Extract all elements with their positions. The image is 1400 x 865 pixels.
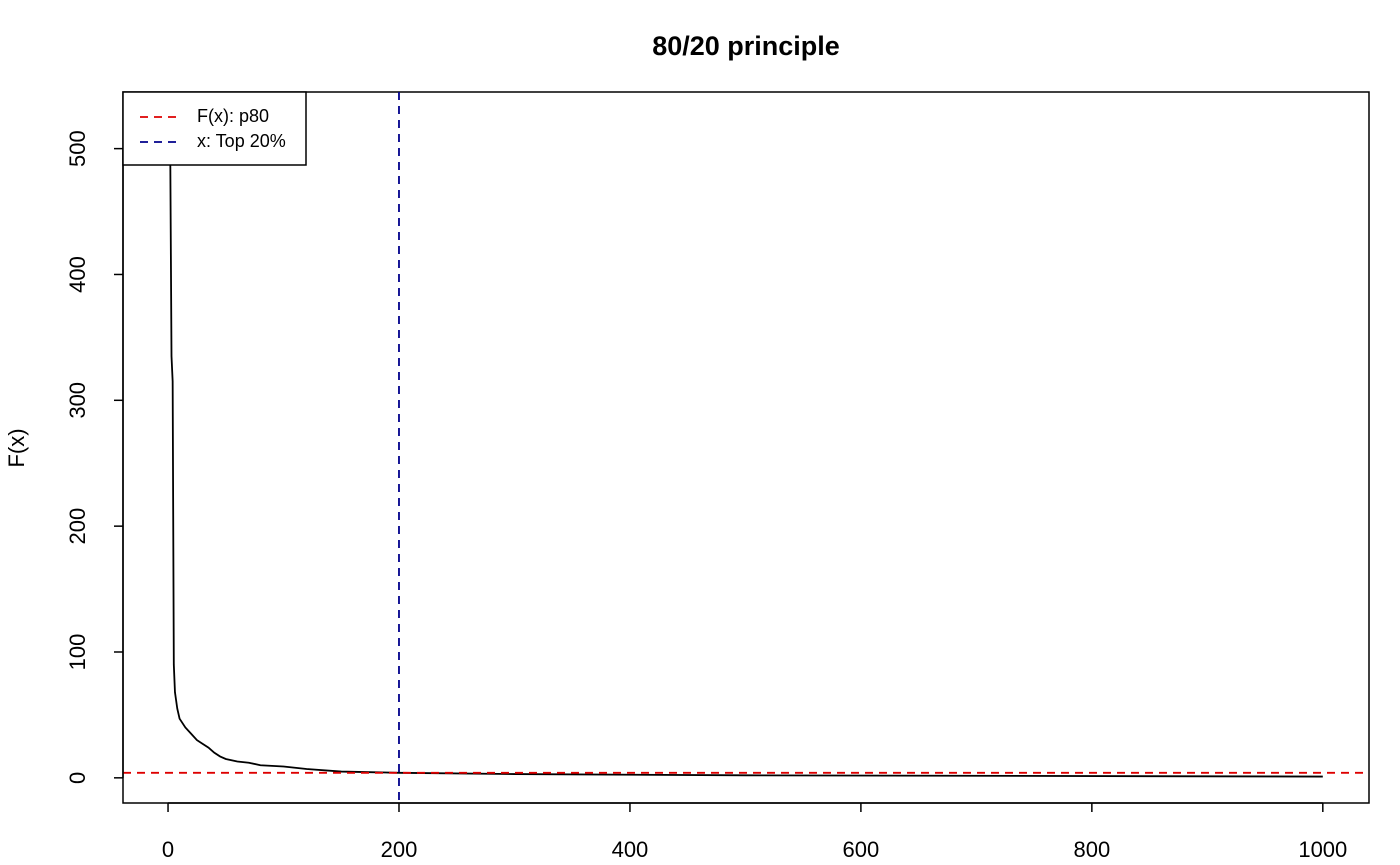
y-tick-label: 100 [65, 634, 90, 671]
y-tick-label: 300 [65, 382, 90, 419]
data-line [168, 92, 1323, 778]
legend-label: F(x): p80 [197, 106, 269, 126]
x-tick-label: 200 [381, 837, 418, 862]
y-tick-label: 400 [65, 256, 90, 293]
chart-title: 80/20 principle [652, 31, 840, 61]
y-tick-label: 0 [65, 772, 90, 784]
x-tick-label: 400 [612, 837, 649, 862]
plot-frame [122, 91, 1370, 804]
y-tick-label: 200 [65, 508, 90, 545]
x-tick-label: 0 [162, 837, 174, 862]
x-tick-label: 600 [843, 837, 880, 862]
legend-box [122, 91, 307, 166]
legend-label: x: Top 20% [197, 131, 286, 151]
x-tick-label: 1000 [1298, 837, 1347, 862]
x-tick-label: 800 [1073, 837, 1110, 862]
y-axis-label: F(x) [4, 428, 29, 467]
y-tick-label: 500 [65, 130, 90, 167]
plot-area [123, 92, 1369, 803]
